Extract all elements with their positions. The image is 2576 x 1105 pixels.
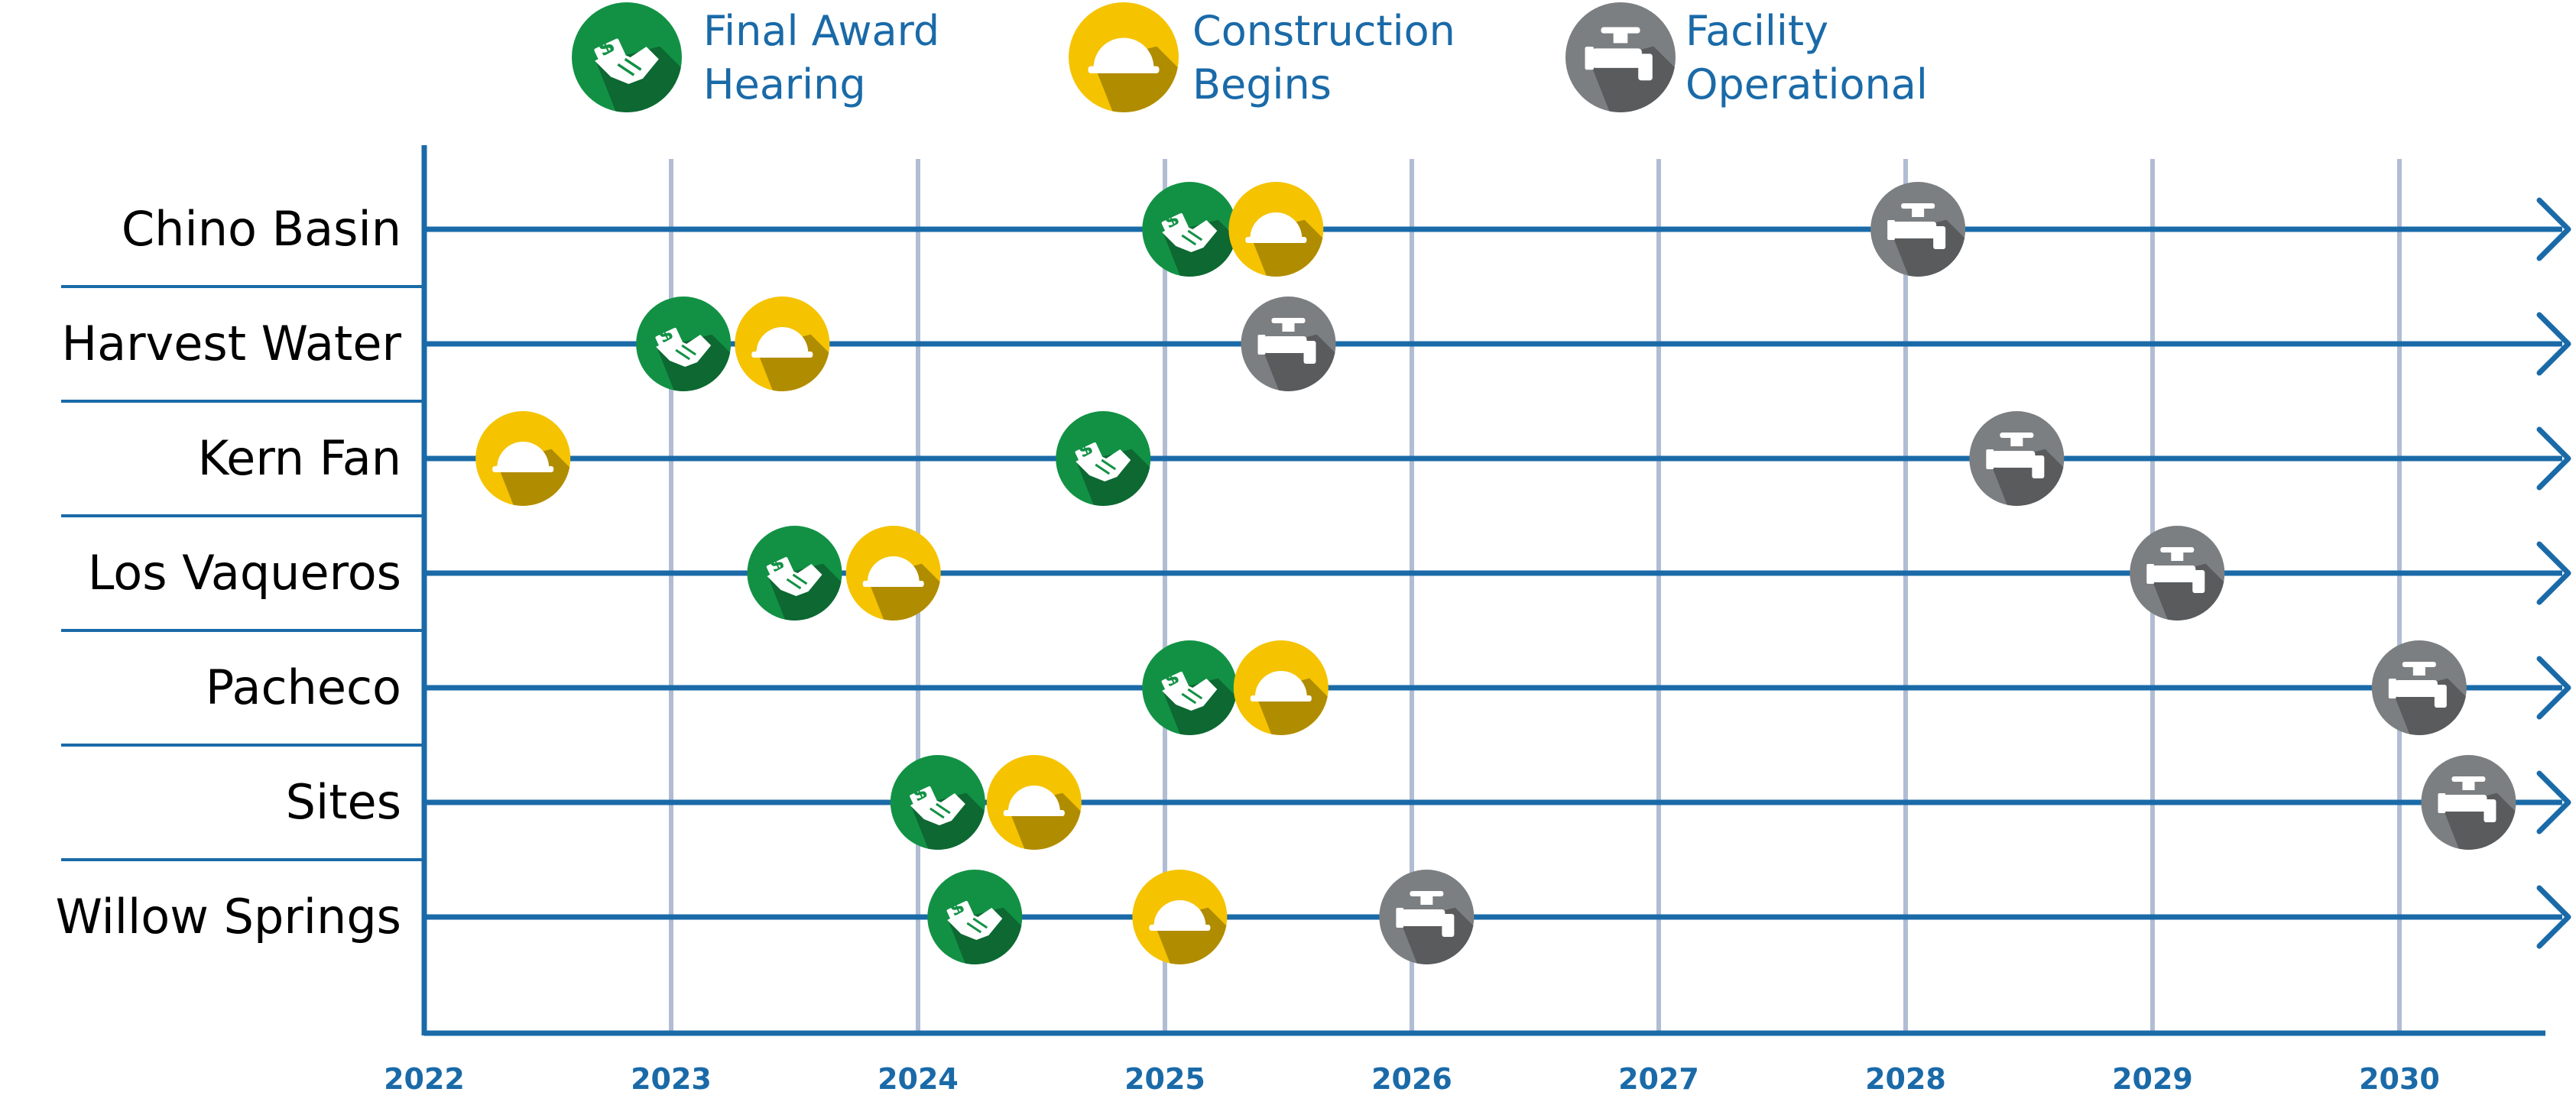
milestone-operational [2371,640,2467,735]
legend-item-construction: Construction Begins [1069,2,1455,112]
project-label: Pacheco [206,659,401,715]
project-label: Sites [286,774,401,830]
legend-label-line1: Final Award [703,7,939,55]
x-tick-label: 2027 [1618,1062,1699,1096]
milestone-construction [735,297,830,391]
x-tick-label: 2022 [384,1062,465,1096]
timeline-arrowhead [2536,541,2571,605]
milestone-operational [1241,297,1336,391]
milestone-construction [986,755,1082,850]
milestone-construction [475,411,571,506]
project-label: Kern Fan [198,430,401,486]
milestone-operational [1870,182,1966,277]
project-label: Los Vaqueros [88,545,401,601]
legend-label-line1: Construction [1192,7,1455,55]
milestone-construction [1233,640,1329,735]
project-row: Kern Fan [61,426,2571,517]
timeline-arrowhead [2536,656,2571,720]
project-row: Sites [61,770,2571,861]
milestone-final_award [927,870,1023,964]
timeline-arrowhead [2536,426,2571,491]
milestone-operational [1969,411,2065,506]
legend-label-line2: Hearing [703,60,866,109]
x-tick-label: 2029 [2112,1062,2193,1096]
project-row: Chino Basin [61,197,2571,288]
legend-label-line1: Facility [1685,7,1828,55]
timeline-arrowhead [2536,312,2571,376]
project-row: Willow Springs [56,885,2571,949]
legend-label-line2: Operational [1685,60,1928,109]
project-label: Chino Basin [122,201,401,257]
x-tick-label: 2030 [2359,1062,2440,1096]
milestone-operational [1379,870,1475,964]
legend-item-final_award: Final Award Hearing [572,2,939,112]
timeline-arrowhead [2536,197,2571,261]
x-tick-label: 2026 [1371,1062,1452,1096]
x-tick-label: 2024 [878,1062,959,1096]
x-tick-label: 2023 [631,1062,712,1096]
project-label: Willow Springs [56,889,401,945]
timeline-arrowhead [2536,885,2571,949]
x-tick-label: 2028 [1865,1062,1946,1096]
timeline-arrowhead [2536,770,2571,834]
milestone-final_award [1056,411,1151,506]
project-label: Harvest Water [61,316,401,371]
legend-label-line2: Begins [1192,60,1332,109]
legend-item-operational: Facility Operational [1565,2,1928,112]
milestone-construction [1132,870,1228,964]
x-tick-label: 2025 [1124,1062,1205,1096]
project-row: Pacheco [61,656,2571,747]
